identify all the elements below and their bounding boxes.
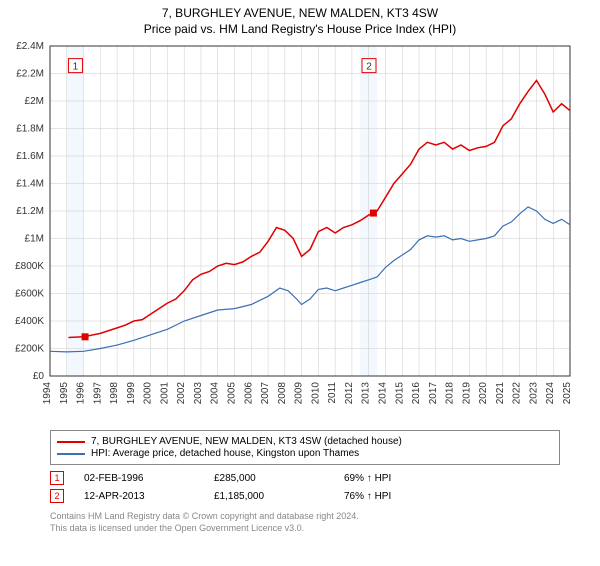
- marker-badge-1: 1: [50, 471, 64, 485]
- x-tick-label: 2014: [377, 382, 388, 405]
- x-tick-label: 2011: [327, 382, 338, 404]
- footer-line-2: This data is licensed under the Open Gov…: [50, 523, 560, 535]
- legend-label-hpi: HPI: Average price, detached house, King…: [91, 448, 359, 459]
- legend-label-property: 7, BURGHLEY AVENUE, NEW MALDEN, KT3 4SW …: [91, 436, 402, 447]
- x-tick-label: 2009: [294, 382, 305, 405]
- y-tick-label: £600K: [15, 289, 44, 300]
- y-tick-label: £1.4M: [16, 179, 44, 190]
- y-tick-label: £2M: [25, 96, 44, 107]
- x-tick-label: 2002: [176, 382, 187, 405]
- legend: 7, BURGHLEY AVENUE, NEW MALDEN, KT3 4SW …: [50, 430, 560, 465]
- marker-point-2: [370, 210, 377, 217]
- marker-row-2: 2 12-APR-2013 £1,185,000 76% ↑ HPI: [50, 489, 560, 503]
- x-tick-label: 2010: [310, 382, 321, 405]
- series-hpi: [50, 207, 570, 352]
- x-tick-label: 2017: [428, 382, 439, 405]
- marker-date-1: 02-FEB-1996: [84, 473, 214, 484]
- legend-swatch-property: [57, 441, 85, 443]
- y-tick-label: £1.6M: [16, 151, 44, 162]
- x-tick-label: 2003: [193, 382, 204, 405]
- legend-item-hpi: HPI: Average price, detached house, King…: [57, 448, 553, 459]
- x-tick-label: 1994: [42, 382, 53, 405]
- x-tick-label: 2024: [545, 382, 556, 405]
- x-tick-label: 2004: [210, 382, 221, 405]
- x-tick-label: 2008: [277, 382, 288, 405]
- x-tick-label: 2019: [461, 382, 472, 405]
- x-tick-label: 2000: [143, 382, 154, 405]
- x-tick-label: 2021: [495, 382, 506, 405]
- marker-date-2: 12-APR-2013: [84, 491, 214, 502]
- x-tick-label: 1997: [92, 382, 103, 405]
- legend-swatch-hpi: [57, 453, 85, 455]
- marker-delta-2: 76% ↑ HPI: [344, 491, 474, 502]
- marker-row-1: 1 02-FEB-1996 £285,000 69% ↑ HPI: [50, 471, 560, 485]
- x-tick-label: 2015: [394, 382, 405, 405]
- marker-badge-2: 2: [50, 489, 64, 503]
- y-tick-label: £2.4M: [16, 41, 44, 52]
- y-tick-label: £1.8M: [16, 124, 44, 135]
- y-tick-label: £2.2M: [16, 69, 44, 80]
- series-property: [69, 80, 571, 337]
- y-tick-label: £200K: [15, 344, 44, 355]
- x-tick-label: 1999: [126, 382, 137, 405]
- x-tick-label: 2006: [243, 382, 254, 405]
- x-tick-label: 1995: [59, 382, 70, 405]
- chart: £0 £200K £400K £600K £800K £1M £1.2M £1.4M £1.6M…: [0, 36, 600, 426]
- x-tick-label: 2005: [227, 382, 238, 405]
- y-tick-label: £0: [33, 371, 45, 382]
- footer: Contains HM Land Registry data © Crown c…: [50, 511, 560, 534]
- y-tick-label: £1M: [25, 234, 44, 245]
- y-tick-label: £800K: [15, 261, 44, 272]
- x-tick-label: 2013: [361, 382, 372, 405]
- x-tick-label: 2007: [260, 382, 271, 405]
- marker-table: 1 02-FEB-1996 £285,000 69% ↑ HPI 2 12-AP…: [50, 471, 560, 503]
- marker-price-1: £285,000: [214, 473, 344, 484]
- x-tick-label: 2020: [478, 382, 489, 405]
- x-tick-label: 2022: [512, 382, 523, 405]
- y-tick-label: £400K: [15, 316, 44, 327]
- x-tick-label: 2018: [445, 382, 456, 405]
- marker-price-2: £1,185,000: [214, 491, 344, 502]
- page-title: 7, BURGHLEY AVENUE, NEW MALDEN, KT3 4SW: [0, 6, 600, 20]
- x-tick-label: 2012: [344, 382, 355, 405]
- y-tick-label: £1.2M: [16, 206, 44, 217]
- x-tick-label: 2023: [528, 382, 539, 405]
- page-subtitle: Price paid vs. HM Land Registry's House …: [0, 22, 600, 36]
- x-tick-label: 1996: [76, 382, 87, 405]
- x-tick-label: 2025: [562, 382, 573, 405]
- x-tick-label: 2016: [411, 382, 422, 405]
- legend-item-property: 7, BURGHLEY AVENUE, NEW MALDEN, KT3 4SW …: [57, 436, 553, 447]
- marker-delta-1: 69% ↑ HPI: [344, 473, 474, 484]
- marker-label-1: 1: [73, 62, 79, 73]
- marker-label-2: 2: [366, 62, 372, 73]
- marker-point-1: [82, 333, 89, 340]
- x-tick-label: 2001: [159, 382, 170, 405]
- footer-line-1: Contains HM Land Registry data © Crown c…: [50, 511, 560, 523]
- chart-svg: £0 £200K £400K £600K £800K £1M £1.2M £1.4M £1.6M…: [0, 36, 600, 426]
- x-tick-label: 1998: [109, 382, 120, 405]
